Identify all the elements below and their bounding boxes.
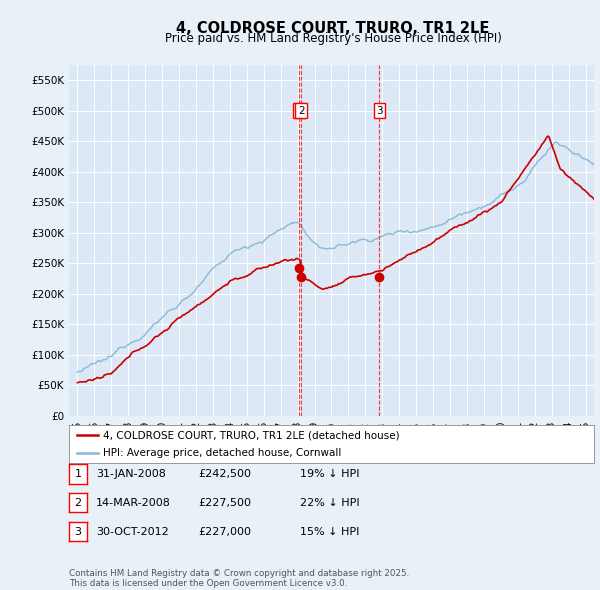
Text: 1: 1 (296, 106, 302, 116)
Text: 15% ↓ HPI: 15% ↓ HPI (300, 527, 359, 536)
Text: 22% ↓ HPI: 22% ↓ HPI (300, 498, 359, 507)
Text: £227,500: £227,500 (198, 498, 251, 507)
Text: Price paid vs. HM Land Registry's House Price Index (HPI): Price paid vs. HM Land Registry's House … (164, 32, 502, 45)
Text: 31-JAN-2008: 31-JAN-2008 (96, 469, 166, 478)
Text: £242,500: £242,500 (198, 469, 251, 478)
Text: 4, COLDROSE COURT, TRURO, TR1 2LE (detached house): 4, COLDROSE COURT, TRURO, TR1 2LE (detac… (103, 430, 400, 440)
Text: 19% ↓ HPI: 19% ↓ HPI (300, 469, 359, 478)
Text: HPI: Average price, detached house, Cornwall: HPI: Average price, detached house, Corn… (103, 448, 341, 458)
Text: 2: 2 (298, 106, 304, 116)
Text: 3: 3 (376, 106, 383, 116)
Text: 1: 1 (74, 469, 82, 478)
Text: 2: 2 (74, 498, 82, 507)
Text: £227,000: £227,000 (198, 527, 251, 536)
Text: 3: 3 (74, 527, 82, 536)
Text: 4, COLDROSE COURT, TRURO, TR1 2LE: 4, COLDROSE COURT, TRURO, TR1 2LE (176, 21, 490, 35)
Text: 14-MAR-2008: 14-MAR-2008 (96, 498, 171, 507)
Text: 30-OCT-2012: 30-OCT-2012 (96, 527, 169, 536)
Text: Contains HM Land Registry data © Crown copyright and database right 2025.
This d: Contains HM Land Registry data © Crown c… (69, 569, 409, 588)
